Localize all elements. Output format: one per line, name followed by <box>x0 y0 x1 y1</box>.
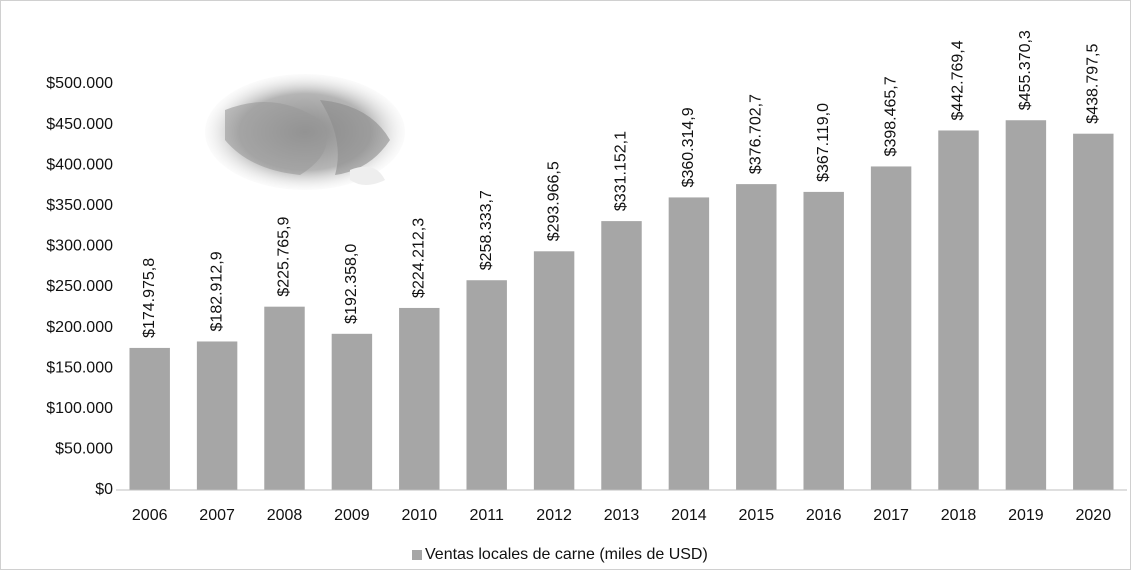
y-tick-label: $0 <box>95 481 113 498</box>
value-label: $360.314,9 <box>680 107 697 187</box>
bar <box>129 347 170 490</box>
x-tick-label: 2015 <box>739 507 775 524</box>
y-tick-label: $350.000 <box>46 197 113 214</box>
x-tick-label: 2006 <box>132 507 168 524</box>
y-tick-label: $400.000 <box>46 156 113 173</box>
bar <box>870 166 912 490</box>
meat-picture <box>205 74 405 190</box>
value-label: $293.966,5 <box>545 161 562 241</box>
x-tick-label: 2019 <box>1008 507 1044 524</box>
y-tick-label: $500.000 <box>46 75 113 92</box>
bar <box>533 251 575 490</box>
y-tick-label: $100.000 <box>46 400 113 417</box>
x-tick-label: 2007 <box>199 507 235 524</box>
bar <box>803 191 844 491</box>
y-tick-label: $150.000 <box>46 359 113 376</box>
value-label: $398.465,7 <box>882 76 899 156</box>
bar <box>196 341 238 490</box>
x-tick-label: 2008 <box>267 507 303 524</box>
value-label: $182.912,9 <box>208 251 225 331</box>
x-tick-label: 2011 <box>469 507 504 524</box>
bar <box>736 184 777 490</box>
value-label: $442.769,4 <box>950 40 967 120</box>
value-label: $367.119,0 <box>815 103 832 182</box>
x-tick-label: 2014 <box>671 507 707 524</box>
x-tick-label: 2018 <box>941 507 977 524</box>
value-label: $258.333,7 <box>478 190 495 270</box>
y-tick-label: $50.000 <box>55 441 113 458</box>
value-label: $224.212,3 <box>411 218 428 298</box>
value-label: $438.797,5 <box>1085 44 1102 124</box>
bar <box>938 130 979 490</box>
bar <box>668 197 710 490</box>
bar <box>1073 133 1114 491</box>
x-tick-label: 2013 <box>604 507 640 524</box>
bar <box>601 221 642 490</box>
value-label: $174.975,8 <box>141 258 158 338</box>
value-label: $376.702,7 <box>748 94 765 174</box>
legend-label: Ventas locales de carne (miles de USD) <box>425 546 708 563</box>
x-tick-label: 2012 <box>536 507 572 524</box>
x-tick-label: 2009 <box>334 507 370 524</box>
x-tick-label: 2020 <box>1076 507 1112 524</box>
bar <box>1005 120 1047 490</box>
value-label: $192.358,0 <box>343 244 360 324</box>
value-label: $331.152,1 <box>613 131 630 211</box>
legend-swatch <box>412 550 422 560</box>
bar <box>331 333 373 490</box>
bar <box>399 307 440 490</box>
value-label: $225.765,9 <box>276 216 293 296</box>
y-tick-label: $200.000 <box>46 319 113 336</box>
bar <box>466 280 507 490</box>
bar <box>264 306 305 490</box>
x-tick-label: 2010 <box>402 507 438 524</box>
y-tick-label: $300.000 <box>46 238 113 255</box>
x-tick-label: 2017 <box>873 507 909 524</box>
y-tick-label: $450.000 <box>46 116 113 133</box>
value-label: $455.370,3 <box>1017 30 1034 110</box>
y-tick-label: $250.000 <box>46 278 113 295</box>
x-tick-label: 2016 <box>806 507 842 524</box>
